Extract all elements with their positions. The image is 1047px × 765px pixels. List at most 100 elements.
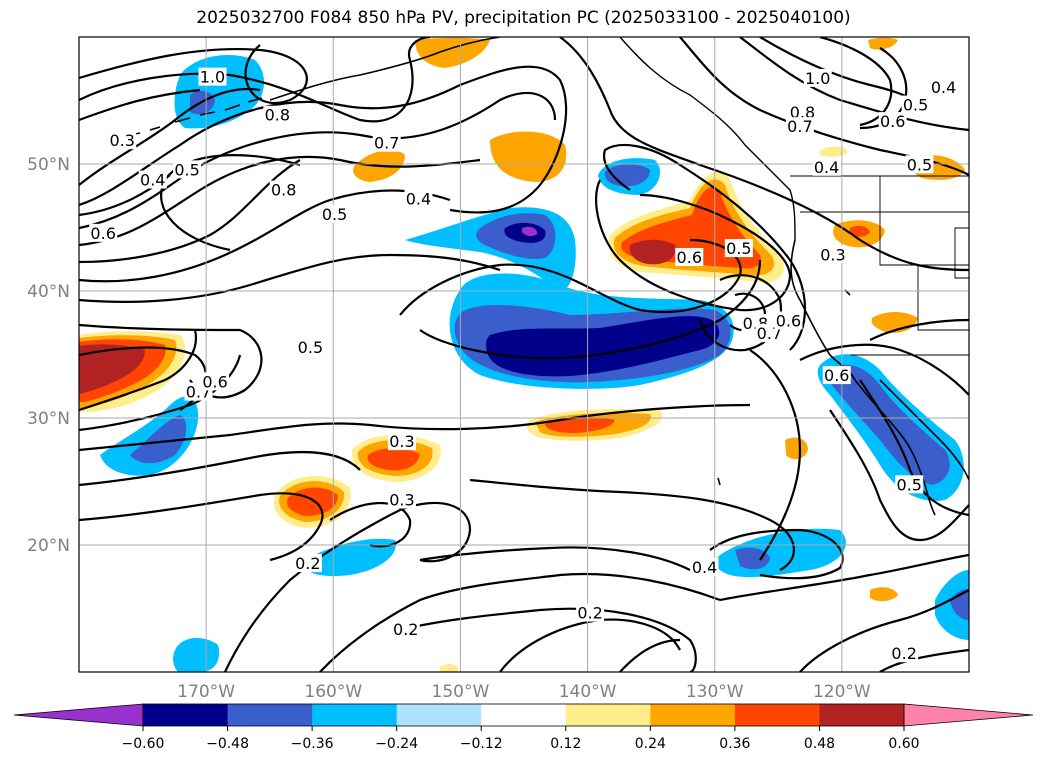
pos-region-s6 (440, 664, 458, 672)
contour-line (799, 343, 969, 396)
colorbar-segment (312, 704, 398, 726)
contour-label-bg (387, 490, 416, 509)
coastline-mexico (879, 379, 969, 481)
colorbar-extend-high (903, 703, 1034, 727)
contour-line (79, 253, 501, 303)
colorbar: −0.60 −0.48 −0.36 −0.24 −0.12 0.12 0.24 0.36 0.4… (13, 703, 1034, 752)
contour-label-bg (89, 223, 118, 242)
contour-line (469, 478, 796, 571)
borders (790, 175, 969, 356)
contour-line (79, 492, 324, 562)
contour-line (829, 409, 969, 542)
neg-region-south-light (304, 538, 396, 577)
contour-label: 0.6 (677, 248, 702, 267)
colorbar-tick-label: 0.12 (550, 736, 581, 752)
contour-label-bg (878, 112, 907, 131)
contour-line (799, 589, 969, 672)
lat-tick-label: 50°N (27, 155, 70, 175)
lon-tick-label: 160°W (304, 682, 362, 702)
colorbar-tick-label: 0.60 (888, 736, 919, 752)
contour-label-bg (822, 366, 851, 385)
pos-region-n3 (415, 37, 490, 68)
contour-label: 0.5 (726, 239, 751, 258)
contour-label-bg (320, 204, 349, 223)
contour-label: 0.6 (824, 366, 849, 385)
pos-region-s4 (785, 437, 808, 460)
coastline-baja (854, 379, 936, 516)
contour-label-bg (293, 554, 322, 573)
contour-label-bg (901, 95, 930, 114)
colorbar-tick-label: −0.12 (460, 736, 503, 752)
colorbar-segment (143, 704, 229, 726)
contour-label-bg (812, 157, 841, 176)
contour-label: 0.2 (295, 554, 320, 573)
contour-label-bg (201, 372, 230, 391)
contour-label: 0.4 (931, 78, 956, 97)
contour-line (602, 143, 806, 351)
contour-label: 0.5 (903, 96, 928, 115)
contour-label: 0.6 (880, 112, 905, 131)
contour-label-bg (818, 245, 847, 264)
contour-line (419, 546, 691, 571)
contour-label: 0.3 (389, 491, 414, 510)
lon-tick-label: 130°W (686, 682, 744, 702)
colorbar-tick-label: 0.24 (635, 736, 666, 752)
contour-line (79, 403, 751, 452)
contour-line (739, 37, 969, 132)
colorbar-segment (565, 704, 651, 726)
contour-label-bg (173, 160, 202, 179)
neg-region-west-mid (130, 415, 187, 464)
contour-label: 0.8 (271, 181, 296, 200)
contour-label: 0.4 (406, 190, 431, 209)
lat-tick-label: 20°N (27, 536, 70, 556)
pos-region-n5-strong (850, 225, 870, 237)
pos-region-s1-strong (545, 417, 615, 433)
border-state (879, 176, 969, 266)
contour-label: 0.4 (692, 558, 717, 577)
contour-label-bg (774, 311, 803, 330)
colorbar-tick-label: 0.48 (804, 736, 835, 752)
contour-label-bg (372, 133, 401, 152)
colorbar-tick-label: −0.24 (375, 736, 418, 752)
neg-region-north-max (522, 226, 538, 237)
coastline-alaska (269, 37, 501, 101)
colorbar-segment (650, 704, 736, 726)
pos-region-s2-strong (367, 448, 420, 471)
latitude-labels: 20°N 30°N 40°N 50°N (27, 155, 70, 556)
contour-label: 0.6 (202, 372, 227, 391)
contour-line (399, 238, 742, 316)
contour-label-bg (675, 247, 704, 266)
contour-line (869, 318, 969, 341)
contour-label-bg (905, 155, 934, 174)
contour-label-bg (788, 103, 817, 122)
colorbar-tick-label: −0.48 (206, 736, 249, 752)
contour-line (79, 189, 451, 283)
contour-label: 0.2 (891, 644, 916, 663)
neg-region-se-mid (735, 547, 770, 570)
contour-line (79, 155, 481, 247)
colorbar-frame (142, 703, 905, 727)
border-state (917, 265, 969, 331)
colorbar-segment (227, 704, 313, 726)
contour-label: 0.4 (140, 171, 165, 190)
contour-label: 0.6 (776, 311, 801, 330)
contour-label-bg (387, 432, 416, 451)
lat-tick-label: 40°N (27, 282, 70, 302)
contour-line (719, 553, 969, 602)
contour-label-bg (890, 644, 919, 663)
neg-region-sw-light (173, 638, 220, 672)
contour-label-bg (929, 77, 958, 96)
contour-line (79, 354, 242, 432)
contour-line (595, 179, 792, 312)
contour-label-bg (263, 105, 292, 124)
contour-label-bg (895, 475, 924, 494)
contour-label: 1.0 (200, 68, 225, 87)
contour-label: 0.6 (90, 224, 115, 243)
lon-tick-label: 170°W (177, 682, 235, 702)
lon-tick-label: 150°W (432, 682, 490, 702)
border-state (954, 227, 969, 279)
contour-label-bg (391, 620, 420, 639)
lat-tick-label: 30°N (27, 409, 70, 429)
contour-label-bg (404, 189, 433, 208)
contour-line (79, 87, 261, 186)
